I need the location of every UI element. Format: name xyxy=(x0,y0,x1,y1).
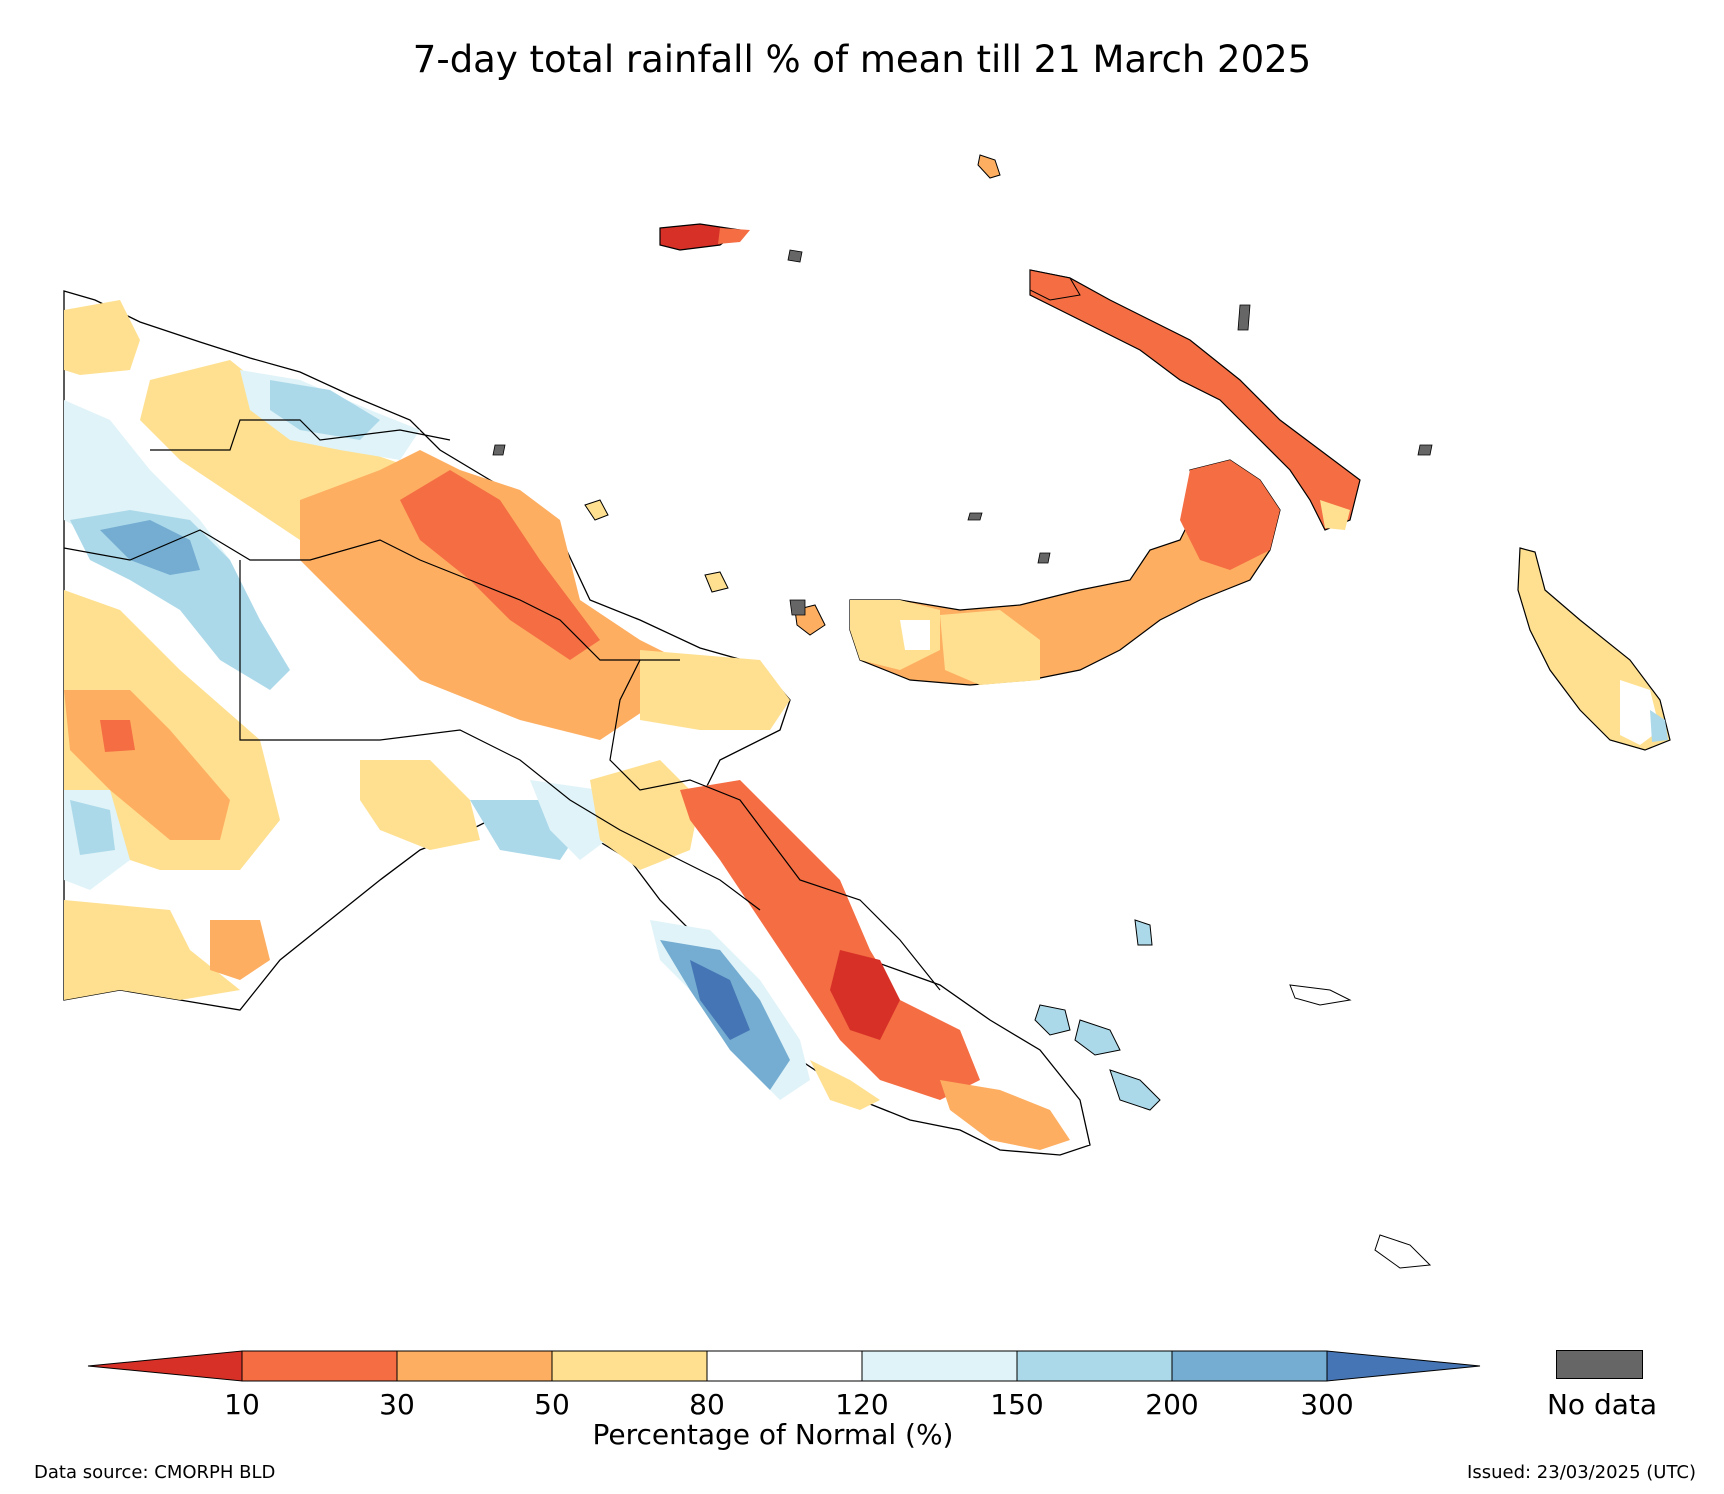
tick-label: 10 xyxy=(224,1388,260,1421)
trobriand-island xyxy=(1134,919,1153,946)
colorbar-bin-10-30 xyxy=(241,1350,398,1382)
map-title: 7-day total rainfall % of mean till 21 M… xyxy=(412,38,1312,81)
zone-yellow-south xyxy=(64,900,240,1000)
colorbar-bin-150-200 xyxy=(1016,1350,1173,1382)
new-hanover xyxy=(1029,269,1081,301)
zone-orange-south xyxy=(210,920,270,980)
no-data-swatch xyxy=(1556,1350,1643,1379)
zone-yellow-gulf xyxy=(360,760,480,850)
colorbar-low-extension xyxy=(87,1350,243,1382)
karkar-island xyxy=(584,499,609,521)
tick-label: 80 xyxy=(689,1388,725,1421)
zone-red-center xyxy=(400,470,600,660)
zone-blue-sw xyxy=(70,800,115,855)
tick-label: 50 xyxy=(534,1388,570,1421)
colorbar-bin-200-300 xyxy=(1171,1350,1328,1382)
zone-yellow-se-coast xyxy=(810,1060,880,1110)
colorbar-bin-80-120 xyxy=(706,1350,863,1382)
new-ireland xyxy=(1029,269,1361,531)
zone-darkblue-se xyxy=(690,960,750,1040)
zone-orange-se xyxy=(940,1080,1070,1150)
manus-island-east xyxy=(718,228,750,244)
data-source: Data source: CMORPH BLD xyxy=(34,1462,276,1483)
woodlark-island xyxy=(1289,984,1352,1006)
tick-label: 30 xyxy=(379,1388,415,1421)
zone-yellow-nw xyxy=(64,300,140,375)
zone-red-sw xyxy=(100,720,135,752)
province-borders xyxy=(63,419,941,991)
issued-date: Issued: 23/03/2025 (UTC) xyxy=(1467,1462,1696,1483)
bougainville-blue xyxy=(1650,710,1668,742)
long-island xyxy=(704,571,729,593)
colorbar-high-extension xyxy=(1326,1350,1481,1382)
colorbar-bin-50-80 xyxy=(551,1350,708,1382)
no-data-label: No data xyxy=(1546,1388,1658,1421)
no-data-islands xyxy=(492,249,1433,616)
tick-label: 120 xyxy=(835,1388,889,1421)
colorbar-title: Percentage of Normal (%) xyxy=(592,1418,954,1451)
tick-label: 200 xyxy=(1145,1388,1199,1421)
bougainville-white xyxy=(1620,680,1660,745)
colorbar-bin-120-150 xyxy=(861,1350,1018,1382)
tick-label: 150 xyxy=(990,1388,1044,1421)
zone-blue-w-dark xyxy=(100,520,200,575)
island-north xyxy=(977,154,1001,179)
new-ireland-south xyxy=(1320,500,1350,530)
colorbar-bin-30-50 xyxy=(396,1350,553,1382)
new-britain-yellow-mid xyxy=(940,610,1040,685)
zone-darkred-east xyxy=(830,950,900,1040)
zone-blue-n xyxy=(270,380,380,440)
zone-yellow-east xyxy=(640,650,790,730)
zone-yellow-mid xyxy=(590,760,700,870)
tick-label: 300 xyxy=(1300,1388,1354,1421)
normanby-island xyxy=(1074,1019,1121,1056)
goodenough-island xyxy=(1109,1069,1161,1111)
colorbar xyxy=(87,1350,1481,1382)
zone-red-east-ridge xyxy=(680,780,980,1100)
rossel-island xyxy=(1374,1234,1432,1269)
new-britain-yellow-w xyxy=(850,600,940,670)
mainland-png xyxy=(63,290,1091,1156)
new-britain-white xyxy=(900,620,930,650)
fergusson-island xyxy=(1034,1004,1071,1036)
new-britain-red xyxy=(1180,460,1280,570)
